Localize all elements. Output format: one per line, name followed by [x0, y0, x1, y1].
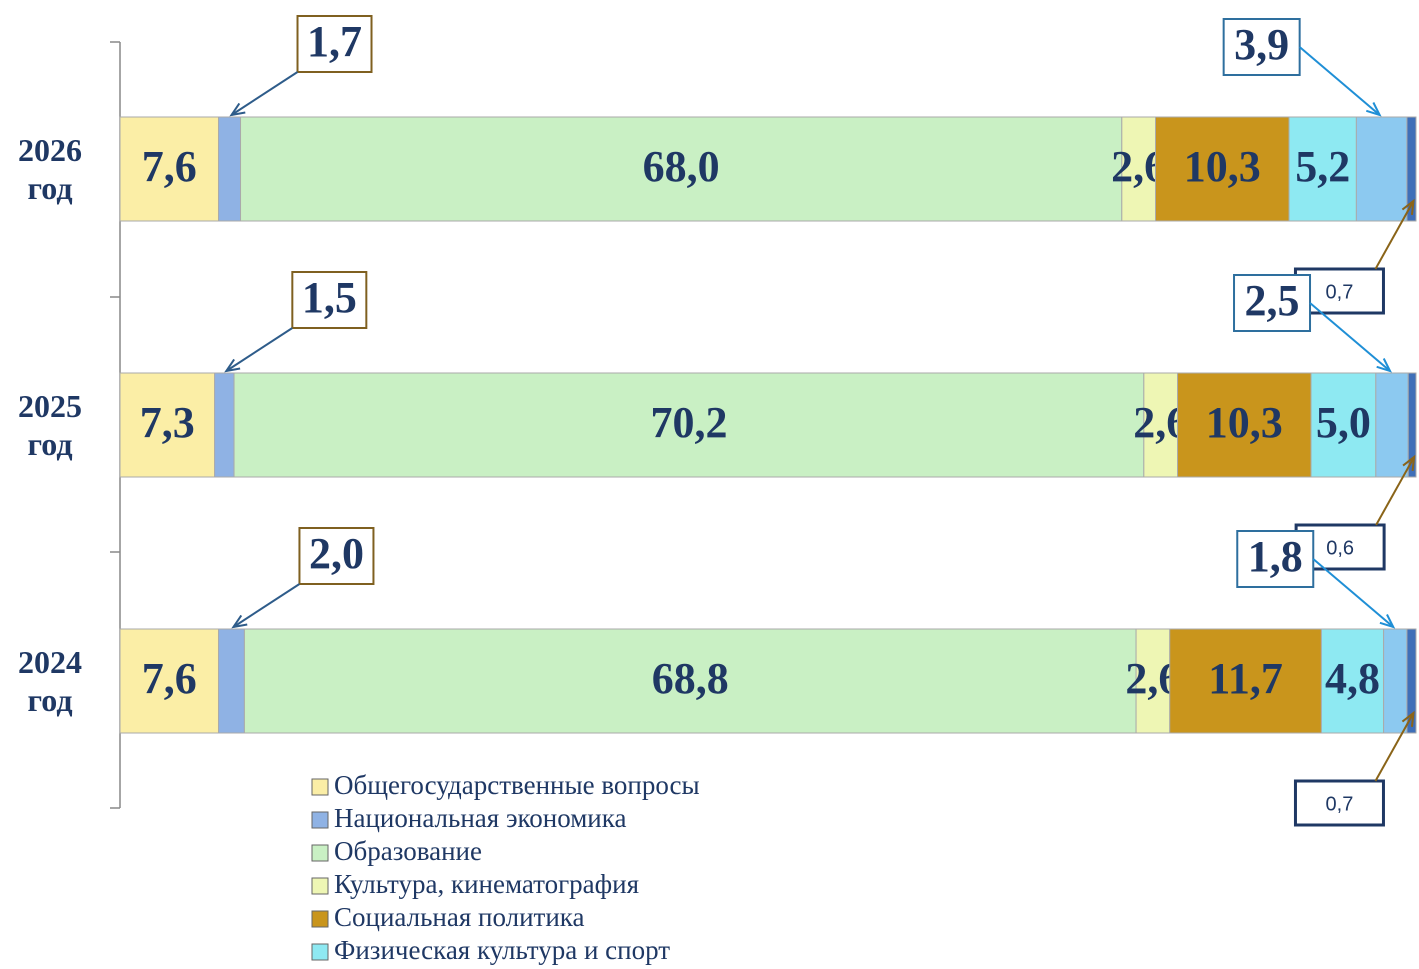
value-label: 10,3: [1184, 142, 1261, 191]
arrow-head: [229, 102, 246, 117]
bar-segment: [214, 372, 235, 478]
callout-box: [291, 271, 368, 329]
bar-segment: [1143, 372, 1179, 478]
bar-segment: [1406, 116, 1417, 222]
legend-swatch: [311, 778, 329, 796]
legend-label: Физическая культура и спорт: [334, 935, 670, 965]
arrow-head: [1376, 358, 1392, 373]
bar-segment: [119, 116, 219, 222]
callout-box: [298, 527, 375, 585]
callout-arrow: [230, 71, 299, 116]
arrow-head: [1366, 102, 1382, 117]
value-label: 3,9: [1234, 20, 1289, 69]
bar-segment: [217, 116, 242, 222]
arrow-head: [1402, 454, 1416, 472]
legend-label: Культура, кинематография: [334, 869, 639, 899]
arrow-head: [231, 614, 248, 629]
callout-box: [296, 15, 373, 73]
callout-arrow: [1374, 200, 1415, 270]
callout-arrow: [1312, 558, 1394, 628]
bar-segment: [1383, 628, 1408, 734]
value-label: 11,7: [1208, 654, 1283, 703]
value-label: 0,7: [1326, 281, 1354, 303]
legend-label: Образование: [334, 836, 482, 866]
value-label: 5,0: [1316, 398, 1371, 447]
bar-segment: [1177, 372, 1312, 478]
bar-segment: [240, 116, 1123, 222]
bar-segment: [119, 628, 219, 734]
category-label: 2024 год: [18, 644, 82, 718]
value-label: 68,8: [652, 654, 729, 703]
callout-arrow: [1299, 46, 1381, 116]
callout-box: [1233, 274, 1312, 332]
category-label: 2025 год: [18, 388, 82, 462]
value-label: 1,5: [302, 273, 357, 322]
legend-swatch: [311, 910, 329, 928]
arrow-head: [1401, 710, 1415, 728]
arrow-head: [224, 358, 241, 373]
bar-segment: [1135, 628, 1171, 734]
value-label: 10,3: [1206, 398, 1283, 447]
callout-arrow: [232, 583, 301, 628]
arrow-head: [1379, 614, 1396, 629]
callout-box: [1222, 18, 1301, 76]
value-label: 2,5: [1245, 276, 1300, 325]
legend-label: Социальная политика: [334, 902, 584, 932]
bar-segment: [1407, 372, 1417, 478]
bar-segment: [119, 372, 216, 478]
bar-segment: [217, 628, 245, 734]
legend-swatch: [311, 844, 329, 862]
bar-segment: [1355, 116, 1408, 222]
value-label: 1,8: [1248, 532, 1303, 581]
value-label: 7,6: [142, 142, 197, 191]
callout-arrow: [1375, 456, 1415, 526]
value-label: 7,6: [142, 654, 197, 703]
bar-segment: [1375, 372, 1409, 478]
callout-arrow: [1309, 302, 1391, 372]
value-label: 0,6: [1326, 537, 1354, 559]
legend-label: Национальная экономика: [334, 803, 626, 833]
legend-swatch: [311, 811, 329, 829]
value-label: 7,3: [140, 398, 195, 447]
value-label: 2,0: [309, 529, 364, 578]
bar-segment: [233, 372, 1145, 478]
callout-arrow: [225, 327, 293, 372]
bar-segment: [243, 628, 1137, 734]
value-label: 1,7: [307, 17, 362, 66]
category-label: 2026 год: [18, 132, 82, 206]
value-label: 4,8: [1325, 654, 1380, 703]
arrow-head: [1401, 198, 1415, 216]
value-label: 68,0: [643, 142, 720, 191]
callout-arrow: [1374, 712, 1415, 782]
bar-segment: [1310, 372, 1377, 478]
value-label: 5,2: [1295, 142, 1350, 191]
legend-swatch: [311, 877, 329, 895]
bar-segment: [1288, 116, 1357, 222]
legend-swatch: [311, 943, 329, 961]
category-axis: [110, 41, 121, 809]
callout-box: [1293, 779, 1385, 827]
bar-segment: [1169, 628, 1322, 734]
bar-segment: [1320, 628, 1385, 734]
legend-label: Общегосударственные вопросы: [334, 770, 700, 800]
bar-segment: [1406, 628, 1417, 734]
value-label: 70,2: [650, 398, 727, 447]
value-label: 0,7: [1326, 793, 1354, 815]
